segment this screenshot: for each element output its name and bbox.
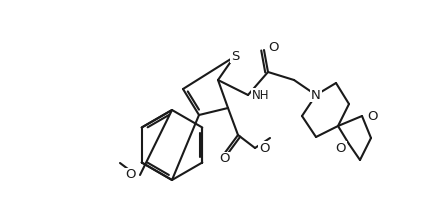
Text: O: O: [335, 141, 346, 155]
Text: O: O: [126, 168, 136, 181]
Text: S: S: [231, 49, 239, 62]
Text: NH: NH: [252, 89, 270, 101]
Text: O: O: [268, 40, 278, 54]
Text: O: O: [367, 110, 377, 122]
Text: O: O: [259, 141, 270, 155]
Text: N: N: [311, 89, 321, 101]
Text: O: O: [219, 153, 229, 165]
